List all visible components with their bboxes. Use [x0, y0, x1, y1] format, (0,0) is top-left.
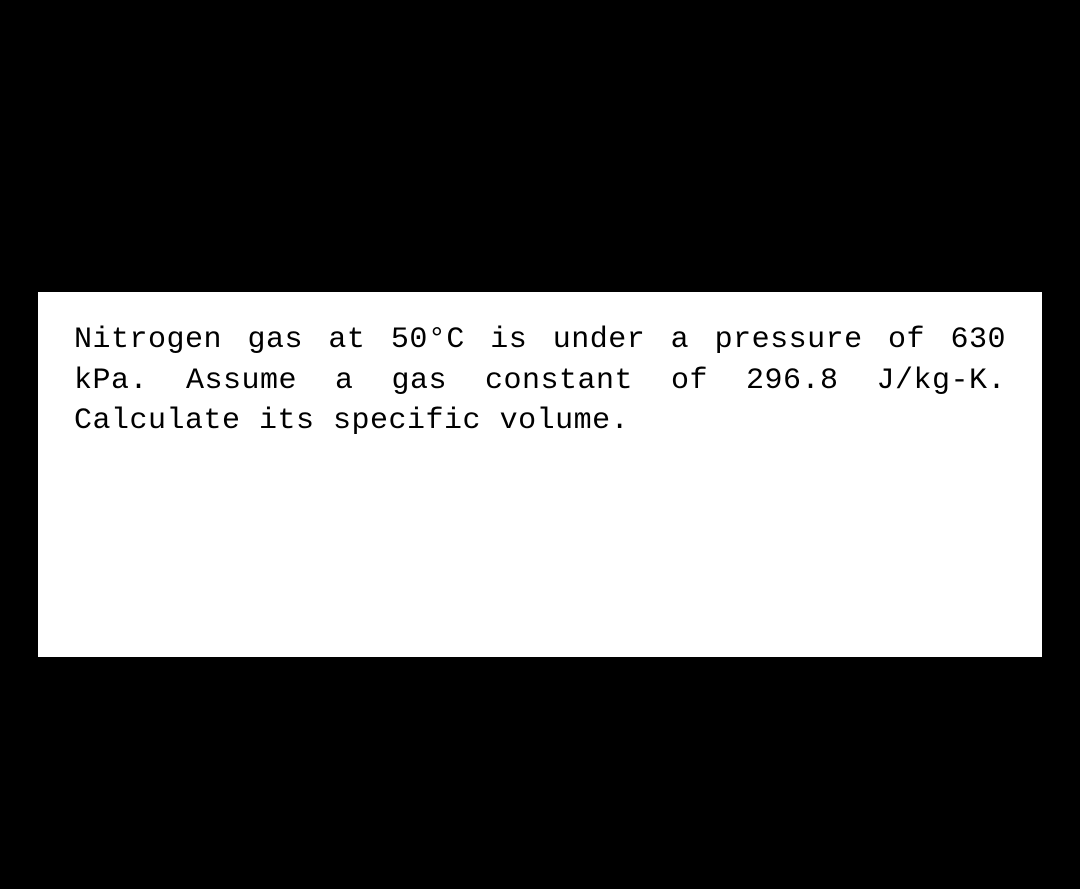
- problem-text-box: Nitrogen gas at 50°C is under a pressure…: [38, 292, 1042, 657]
- problem-statement: Nitrogen gas at 50°C is under a pressure…: [74, 320, 1006, 442]
